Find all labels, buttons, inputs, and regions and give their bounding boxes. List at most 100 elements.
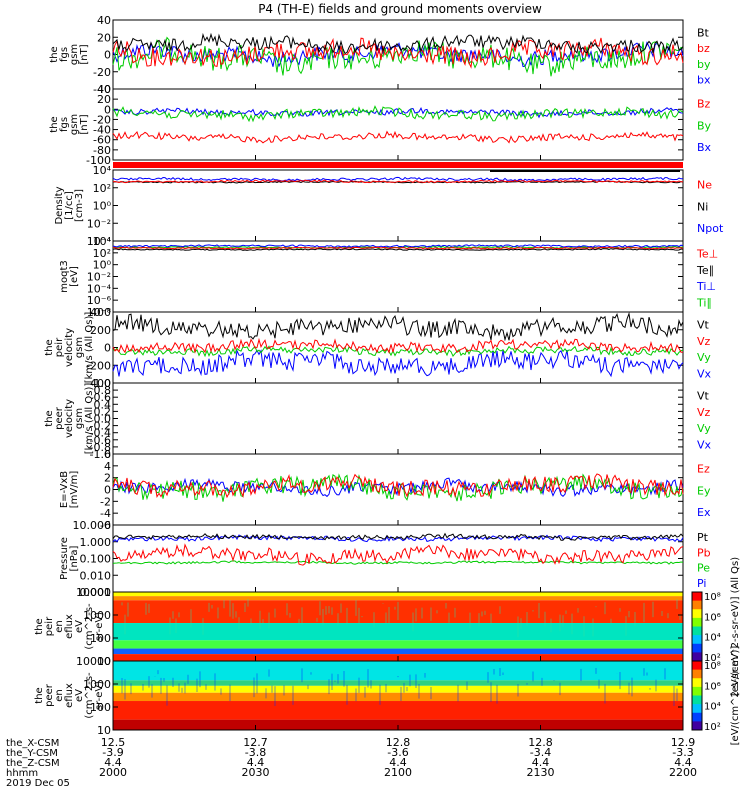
y-axis-label: the [34,687,45,703]
y-axis-label: [km/s (All Qs)] [84,312,95,384]
y-tick-label: 20 [97,31,111,44]
ephemeris-row-label: the_X-CSM [6,738,59,749]
colorbar-segment [692,600,702,610]
y-axis-label: peer [54,406,65,430]
legend-entry: By [697,119,712,132]
colorbar-label: [eV/(cm^2-s-sr-eV)] (All Qs) [730,557,741,696]
panel-peer-spec [112,660,703,731]
legend-entry: Ne [697,179,712,192]
spectrogram-band [113,719,683,730]
y-tick-label: 1.000 [80,536,112,549]
y-tick-label: -80 [93,144,111,157]
legend-entry: Bz [697,98,711,111]
trace-Npot [112,176,684,182]
legend-entry: Ex [697,506,711,519]
colorbar-segment [692,661,702,671]
y-axis-label: E=-VxB [59,471,70,508]
y-tick-label: 10⁻⁶ [87,294,112,307]
y-tick-label: -40 [93,124,111,137]
ephemeris-value: 2130 [527,766,555,779]
ephemeris-value: 12.5 [101,736,126,749]
legend-entry: Vx [697,367,712,380]
colorbar-segment [692,643,702,653]
ephemeris-value: -3.8 [245,746,266,759]
ephemeris-value: 4.4 [247,756,265,769]
y-tick-label: 1000 [83,609,111,622]
legend-entry: Vx [697,438,712,451]
y-tick-label: 4 [104,460,111,473]
y-tick-label: -4 [100,507,111,520]
legend-entry: Vz [697,406,711,419]
y-tick-label: 1000 [83,678,111,691]
y-axis-label: eV [74,620,85,633]
y-tick-label: 10000 [76,655,111,668]
colorbar-segment [692,652,702,662]
colorbar-segment [692,686,702,696]
ephemeris-value: 12.7 [243,736,268,749]
y-tick-label: -0.4 [90,427,111,440]
y-tick-label: 10⁰ [93,200,112,213]
legend-entry: Ni [697,200,708,213]
y-tick-label: -0.6 [90,434,111,447]
trace-Vt [112,311,684,342]
y-tick-label: -0.8 [90,441,111,454]
legend-entry: Te∥ [696,264,714,277]
trace-Vy [112,344,684,358]
legend-entry: Te⊥ [696,248,718,261]
y-axis-label: velocity [64,328,75,367]
colorbar-tick-label: 10⁴ [704,633,721,644]
legend-entry: Ez [697,463,710,476]
y-tick-label: 10⁻⁴ [87,282,112,295]
y-axis-label: [nT] [79,44,90,64]
y-tick-label: -400 [86,377,111,390]
y-tick-label: -20 [93,66,111,79]
y-axis-label: [eV] [69,266,80,287]
colorbar-segment [692,695,702,705]
ephemeris-value: -3.9 [102,746,123,759]
legend-entry: Ti∥ [696,296,712,309]
y-axis-label: en [54,620,65,633]
y-tick-label: 10² [93,247,111,260]
y-axis-label: fgs [59,117,70,132]
y-tick-label: 0.100 [80,553,112,566]
ephemeris-row-label: the_Y-CSM [6,748,58,759]
y-axis-label: (cm^2-s- [84,672,95,719]
y-tick-label: 0.8 [94,384,112,397]
legend-entry: by [697,58,711,71]
legend-entry: Ey [697,484,711,497]
panel-frame [112,88,684,161]
panel-temperature [112,240,684,313]
spectrogram-band [113,640,683,649]
y-axis-label: [1/cc] [64,191,75,220]
status-bar [113,162,683,168]
colorbar-tick-label: 10² [704,653,721,664]
y-tick-label: 0.2 [94,405,112,418]
y-axis-label: (cm^2-s- [84,603,95,650]
y-axis-label: [km/s (All Qs)] [84,383,95,455]
y-axis-label: Density [54,186,65,224]
panel-frame [112,524,684,593]
panel-frame [112,382,684,455]
panel-peer-velocity [112,382,684,455]
trace-Pt [112,532,684,541]
y-axis-label: moqt3 [59,260,70,293]
legend-entry: bx [697,74,711,87]
y-axis-label: [mV/m] [69,471,80,509]
legend-entry: Ti⊥ [696,280,716,293]
legend-entry: bz [697,42,710,55]
ephemeris-value: 2030 [242,766,270,779]
y-axis-label: [nT] [79,114,90,134]
spectrogram-band [113,596,683,601]
legend-entry: Bt [697,26,710,39]
trace-Vx [112,349,684,378]
y-tick-label: -6 [100,519,111,532]
ephemeris-value: -3.4 [530,746,551,759]
colorbar-tick-label: 10⁸ [704,592,721,603]
trace-Vz [112,337,684,354]
y-tick-label: 0 [104,49,111,62]
y-axis-label: fgs [59,47,70,62]
y-axis-label: sr-eV) [94,612,105,641]
legend-entry: Vt [697,319,710,332]
trace-Ne [112,179,684,184]
y-axis-label: peir [54,337,65,357]
